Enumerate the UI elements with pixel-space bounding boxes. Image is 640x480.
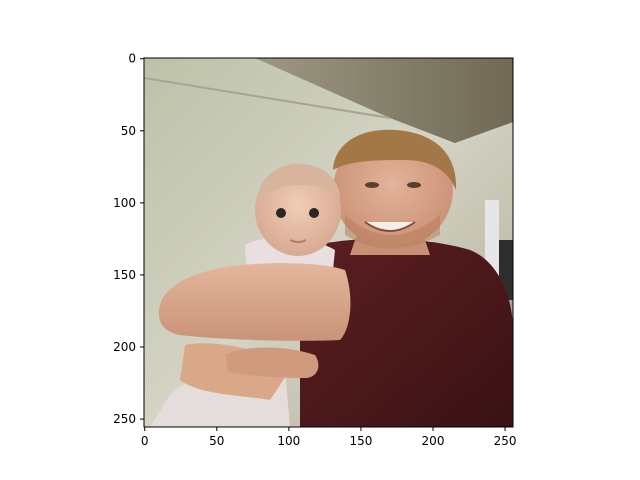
axes-frame xyxy=(143,57,514,428)
y-tick-label: 50 xyxy=(121,124,136,138)
baby-eye-right xyxy=(309,208,319,218)
man-smile xyxy=(364,221,416,232)
man-shirt xyxy=(300,238,513,427)
baby-eye-left xyxy=(276,208,286,218)
ceiling xyxy=(255,58,513,143)
baby-mouth xyxy=(289,239,307,243)
y-tick-label: 0 xyxy=(128,52,136,66)
x-tick-label: 150 xyxy=(349,434,372,448)
man-beard xyxy=(345,215,440,249)
y-tick-label: 150 xyxy=(113,268,136,282)
baby-hair xyxy=(258,163,340,198)
x-tick-label: 100 xyxy=(277,434,300,448)
man-eye-right xyxy=(407,182,421,188)
man-hand xyxy=(225,347,319,378)
man-eye-left xyxy=(365,182,379,188)
x-tick-label: 0 xyxy=(141,434,149,448)
y-tick-label: 100 xyxy=(113,196,136,210)
wall-edge-line xyxy=(144,77,391,119)
y-tick-label: 250 xyxy=(113,412,136,426)
x-axis: 0 50 100 150 200 250 xyxy=(141,427,517,448)
y-tick-label: 200 xyxy=(113,340,136,354)
x-tick-label: 200 xyxy=(422,434,445,448)
x-tick-label: 250 xyxy=(494,434,517,448)
man-hair xyxy=(333,129,457,190)
y-axis: 0 50 100 150 200 250 xyxy=(113,52,144,426)
x-tick-label: 50 xyxy=(209,434,224,448)
photo xyxy=(144,58,513,427)
man-arm xyxy=(158,263,351,341)
